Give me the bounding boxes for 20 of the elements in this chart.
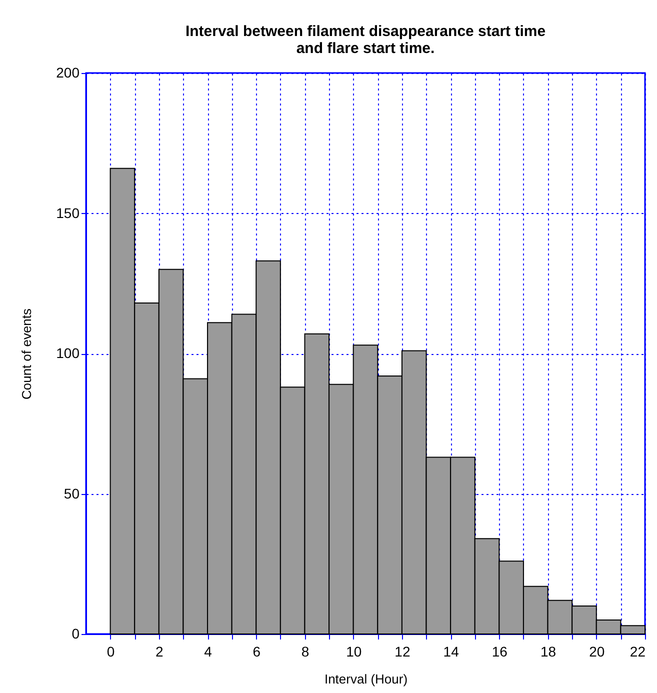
x-tick-label: 6	[252, 644, 261, 660]
y-tick-label: 150	[56, 204, 80, 221]
x-tick-label: 16	[492, 644, 508, 660]
x-tick-label: 8	[301, 644, 310, 660]
x-tick-label: 20	[589, 644, 605, 660]
x-tick-label: 10	[346, 644, 362, 660]
x-tick-label: 12	[394, 644, 410, 660]
y-tick-label: 200	[56, 64, 80, 80]
x-axis-title: Interval (Hour)	[324, 672, 408, 686]
x-tick-label: 22	[630, 644, 646, 660]
y-tick-label: 50	[64, 485, 80, 502]
x-tick-label: 14	[443, 644, 460, 660]
y-tick-label: 100	[56, 345, 80, 361]
x-tick-label: 4	[204, 644, 212, 660]
chart-title: Interval between filament disappearance start time and flare start time.	[185, 23, 546, 57]
y-axis-title: Count of events	[19, 308, 34, 400]
y-tick-label: 0	[72, 626, 80, 642]
x-tick-label: 2	[156, 644, 164, 660]
x-tick-label: 18	[540, 644, 556, 660]
x-tick-label: 0	[106, 644, 115, 660]
